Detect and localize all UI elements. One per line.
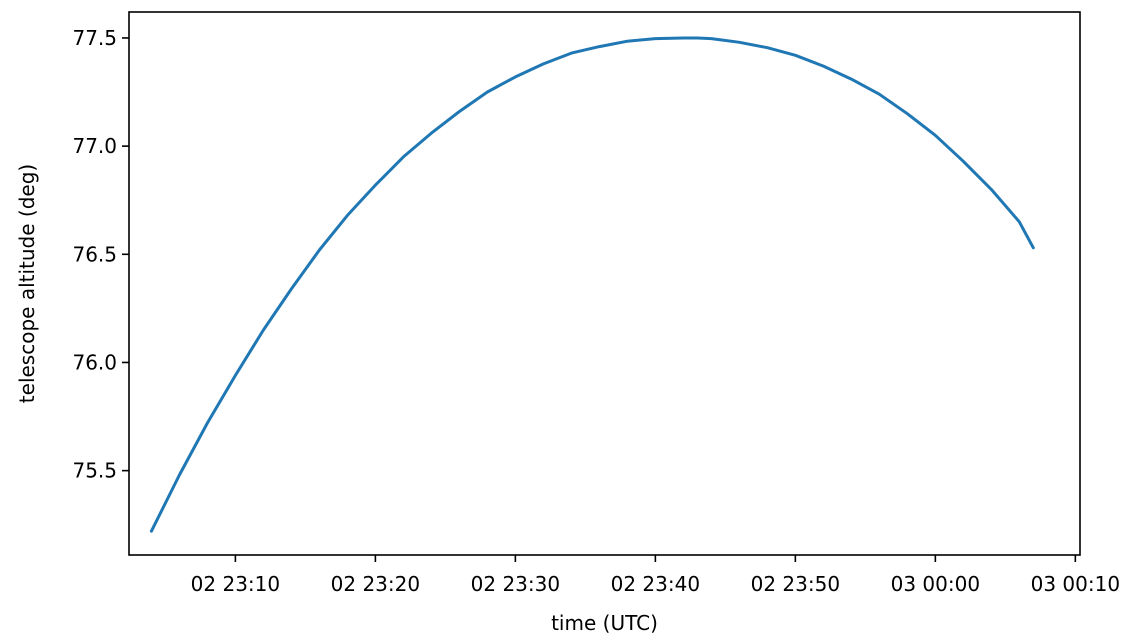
y-tick-label: 77.0 (72, 134, 117, 158)
y-tick-label: 76.0 (72, 350, 117, 374)
x-tick-label: 02 23:10 (191, 572, 280, 596)
y-tick-label: 76.5 (72, 242, 117, 266)
series-layer (149, 36, 1035, 533)
x-tick-label: 02 23:50 (751, 572, 840, 596)
x-tick-label: 03 00:00 (891, 572, 980, 596)
x-axis: 02 23:10 02 23:20 02 23:30 02 23:40 02 23:50… (191, 555, 1120, 596)
x-tick-label: 03 00:10 (1031, 572, 1120, 596)
series-line (149, 36, 1035, 533)
x-tick-label: 02 23:20 (331, 572, 420, 596)
plot-frame (128, 11, 1081, 556)
x-tick-label: 02 23:30 (471, 572, 560, 596)
y-axis-label: telescope altitude (deg) (15, 164, 39, 403)
x-axis-label: time (UTC) (551, 611, 658, 635)
y-tick-label: 75.5 (72, 459, 117, 483)
x-tick-label: 02 23:40 (611, 572, 700, 596)
y-tick-label: 77.5 (72, 26, 117, 50)
y-axis: 75.5 76.0 76.5 77.0 77.5 (72, 26, 129, 483)
